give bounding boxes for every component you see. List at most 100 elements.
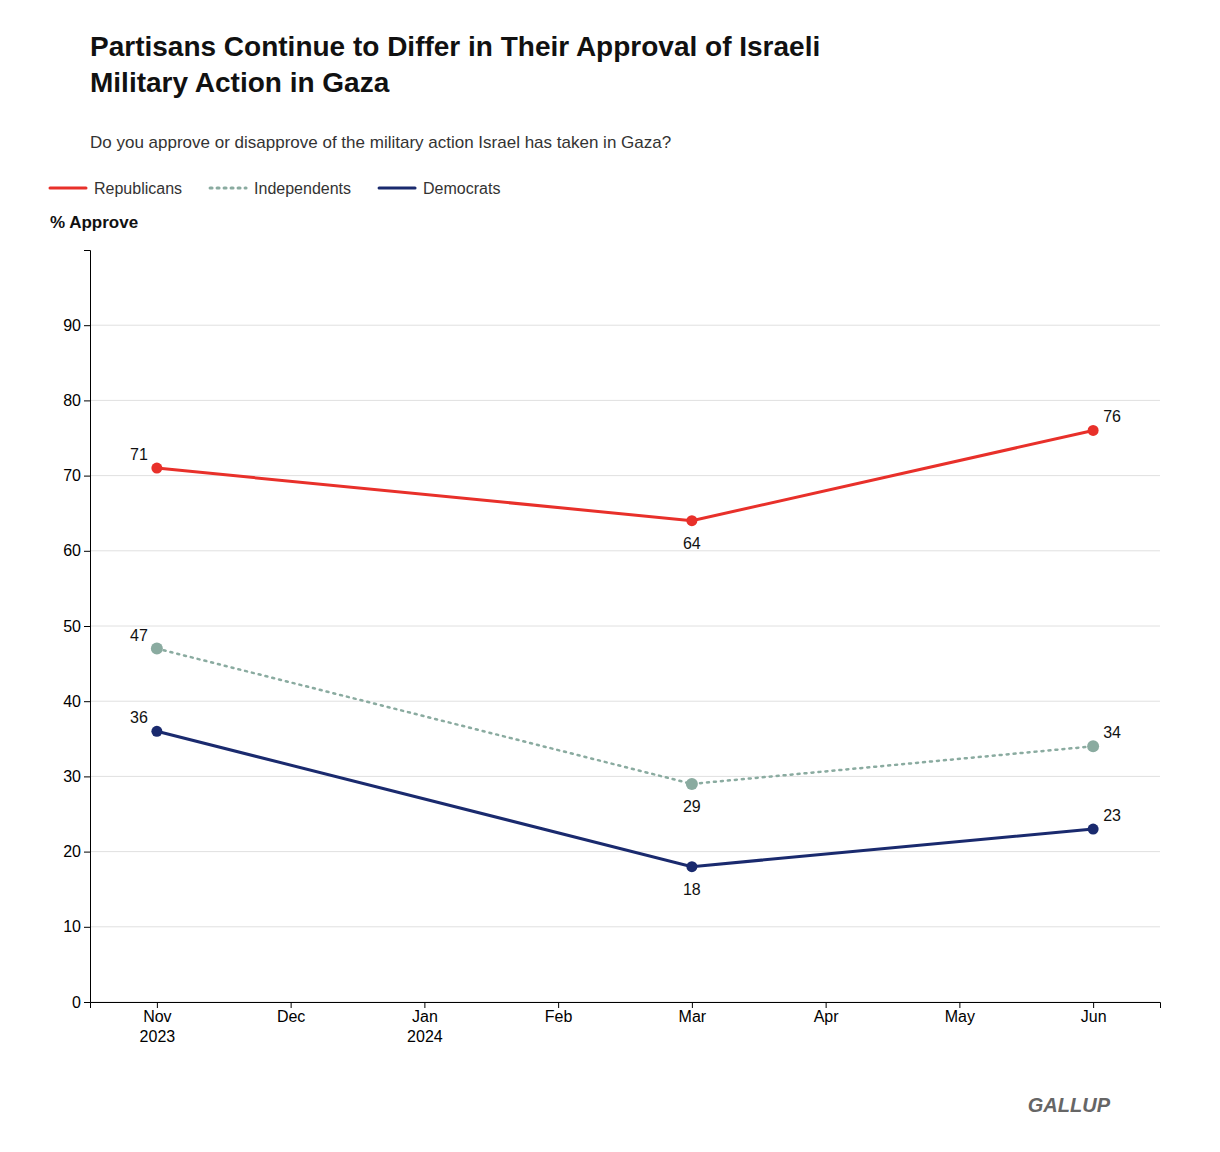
tick-mark (84, 476, 90, 477)
data-label: 23 (1103, 807, 1121, 824)
tick: 70 (63, 467, 90, 484)
series-line (157, 430, 1093, 520)
y-axis-title: % Approve (50, 213, 138, 232)
point (151, 463, 162, 474)
tick-mark (84, 701, 90, 702)
subtitle: Do you approve or disapprove of the mili… (90, 133, 671, 152)
data-label: 18 (683, 881, 701, 898)
data-label: 76 (1103, 408, 1121, 425)
point (686, 778, 698, 790)
tick-mark (84, 400, 90, 401)
grid-line (90, 926, 1160, 927)
tick: 80 (63, 392, 90, 409)
tick-label: May (945, 1008, 975, 1025)
tick-label: 50 (63, 618, 81, 635)
point (686, 515, 697, 526)
legend-label: Independents (254, 180, 351, 197)
tick: 30 (63, 768, 90, 785)
tick-mark (558, 1002, 559, 1008)
tick: 40 (63, 693, 90, 710)
tick-label: Jan2024 (407, 1008, 443, 1044)
tick-label: Dec (277, 1008, 305, 1025)
tick-mark (1093, 1002, 1094, 1008)
tick: Apr (814, 1002, 840, 1025)
point (1087, 740, 1099, 752)
tick: 20 (63, 843, 90, 860)
tick-mark (424, 1002, 425, 1008)
series-line (157, 649, 1093, 784)
tick: Mar (679, 1002, 707, 1025)
tick-label: 70 (63, 467, 81, 484)
x-axis: Nov2023 Dec Jan2024 Feb Mar Apr May Jun (91, 1002, 1161, 1045)
point (151, 726, 162, 737)
tick-mark (84, 852, 90, 853)
grid-line (90, 550, 1160, 551)
legend-swatch (210, 187, 246, 190)
tick: Feb (545, 1002, 573, 1025)
data-label: 47 (130, 627, 148, 644)
tick-mark (84, 1002, 90, 1003)
grid (90, 325, 1160, 1002)
tick-mark (826, 1002, 827, 1008)
legend-item: Democrats (379, 180, 500, 197)
chart: Partisans Continue to Differ in Their Ap… (0, 0, 1220, 1152)
legend-swatch (379, 187, 415, 190)
tick: 90 (63, 317, 90, 334)
plot-area: 0 10 20 30 40 50 60 70 80 90 Nov2023 Dec Jan2024 Feb M… (63, 251, 1160, 1045)
tick-mark (291, 1002, 292, 1008)
data-label: 36 (130, 709, 148, 726)
tick-mark (84, 927, 90, 928)
tick-label: 20 (63, 843, 81, 860)
grid-line (90, 776, 1160, 777)
tick-mark (692, 1002, 693, 1008)
tick: 10 (63, 918, 90, 935)
tick-label: Mar (679, 1008, 707, 1025)
tick-label: 30 (63, 768, 81, 785)
data-label: 29 (683, 798, 701, 815)
tick-label: Jun (1081, 1008, 1107, 1025)
grid-line (90, 626, 1160, 627)
grid-line (90, 325, 1160, 326)
point (1088, 425, 1099, 436)
legend-item: Independents (210, 180, 351, 197)
tick: 60 (63, 542, 90, 559)
series-line (157, 731, 1093, 866)
point (686, 861, 697, 872)
tick-mark (157, 1002, 158, 1008)
tick: Jun (1081, 1002, 1107, 1025)
tick: 50 (63, 618, 90, 635)
tick-label: Apr (814, 1008, 840, 1025)
tick-label: 80 (63, 392, 81, 409)
tick: Nov2023 (140, 1002, 176, 1045)
data-label: 71 (130, 446, 148, 463)
tick-label: 10 (63, 918, 81, 935)
tick-mark (84, 626, 90, 627)
tick-label: Nov2023 (140, 1008, 176, 1044)
legend-label: Democrats (423, 180, 500, 197)
tick-mark (84, 325, 90, 326)
legend-label: Republicans (94, 180, 182, 197)
tick-label: 40 (63, 693, 81, 710)
axis-line (91, 1003, 1161, 1009)
grid-line (90, 400, 1160, 401)
tick-mark (959, 1002, 960, 1008)
tick-mark (84, 551, 90, 552)
tick-label: 0 (72, 994, 81, 1011)
tick: Dec (277, 1002, 305, 1025)
tick: Jan2024 (407, 1002, 443, 1045)
tick: May (945, 1002, 975, 1025)
tick-label: 90 (63, 317, 81, 334)
y-axis: 0 10 20 30 40 50 60 70 80 90 (63, 251, 90, 1011)
legend-swatch (50, 187, 86, 190)
title: Partisans Continue to Differ in Their Ap… (90, 31, 820, 98)
tick-mark (84, 776, 90, 777)
axis-line (84, 251, 91, 1003)
annotation: GALLUP (1028, 1094, 1111, 1116)
data-label: 64 (683, 535, 701, 552)
point (151, 643, 163, 655)
tick-label: 60 (63, 542, 81, 559)
marks (151, 425, 1099, 872)
grid-line (90, 701, 1160, 702)
legend-item: Republicans (50, 180, 182, 197)
data-label: 34 (1103, 724, 1121, 741)
